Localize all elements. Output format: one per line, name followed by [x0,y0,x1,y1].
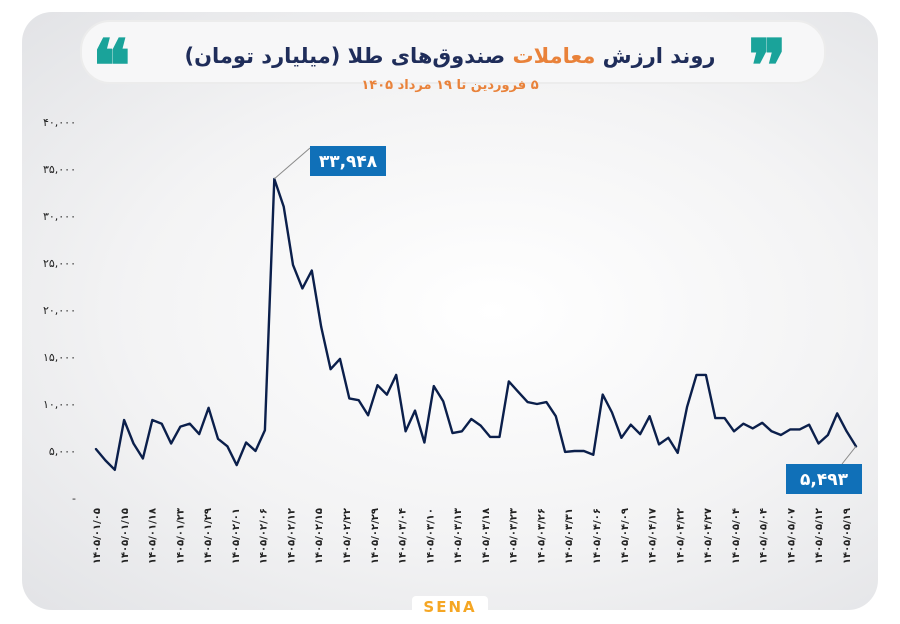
chart-title: روند ارزش معاملات صندوق‌های طلا (میلیارد… [0,44,900,68]
y-tick-label: ۲۰,۰۰۰ [43,304,76,317]
y-tick-label: ۱۵,۰۰۰ [43,351,76,364]
x-tick-label: ۱۴۰۵/۰۵/۱۲ [814,508,825,564]
x-tick-label: ۱۴۰۵/۰۳/۱۰ [425,508,436,564]
x-tick-label: ۱۴۰۵/۰۳/۱۸ [481,508,492,564]
x-tick-label: ۱۴۰۵/۰۳/۲۳ [509,508,520,564]
x-tick-label: ۱۴۰۵/۰۵/۱۹ [842,508,853,564]
y-tick-label: ۵,۰۰۰ [49,445,76,458]
y-tick-label: ۲۵,۰۰۰ [43,257,76,270]
series-line [94,177,858,471]
x-tick-label: ۱۴۰۵/۰۵/۰۴ [759,508,770,564]
x-tick-label: ۱۴۰۵/۰۲/۱۵ [314,508,325,564]
x-tick-label: ۱۴۰۵/۰۴/۰۹ [620,508,631,564]
x-tick-label: ۱۴۰۵/۰۵/۰۴ [731,508,742,564]
x-tick-label: ۱۴۰۵/۰۳/۲۶ [536,508,547,564]
chart-subtitle: ۵ فروردین تا ۱۹ مرداد ۱۴۰۵ [361,78,539,93]
title-banner [80,20,826,84]
y-tick-label: ۳۵,۰۰۰ [43,163,76,176]
title-accent: معاملات [512,44,596,68]
x-tick-label: ۱۴۰۵/۰۴/۲۷ [703,508,714,564]
x-tick-label: ۱۴۰۵/۰۲/۲۲ [342,508,353,564]
x-tick-label: ۱۴۰۵/۰۱/۱۵ [120,508,131,564]
x-tick-label: ۱۴۰۵/۰۲/۲۹ [370,508,381,564]
callout-leader [841,446,857,465]
x-tick-label: ۱۴۰۵/۰۲/۰۶ [259,508,270,564]
callout-box [786,464,862,494]
callout-label: ۵,۴۹۳ [800,470,849,490]
x-tick-label: ۱۴۰۵/۰۱/۲۹ [203,508,214,564]
sena-logo: SENA [412,596,488,618]
x-tick-label: ۱۴۰۵/۰۴/۰۶ [592,508,603,564]
x-tick-label: ۱۴۰۵/۰۲/۰۱ [231,508,242,564]
callout-label: ۳۳,۹۴۸ [319,152,378,172]
y-tick-label: - [72,492,76,505]
x-tick-label: ۱۴۰۵/۰۳/۰۴ [398,508,409,564]
y-tick-label: ۳۰,۰۰۰ [43,210,76,223]
x-tick-label: ۱۴۰۵/۰۴/۲۲ [675,508,686,564]
x-tick-label: ۱۴۰۵/۰۱/۲۳ [175,508,186,564]
close-quote-icon: ❞ [748,23,787,108]
open-quote-icon: ❝ [92,23,131,108]
callout-leader [273,147,311,180]
x-tick-label: ۱۴۰۵/۰۳/۱۳ [453,508,464,564]
x-tick-label: ۱۴۰۵/۰۱/۱۸ [148,508,159,564]
x-tick-label: ۱۴۰۵/۰۵/۰۷ [786,508,797,564]
x-tick-label: ۱۴۰۵/۰۳/۳۱ [564,508,575,564]
title-part1: روند ارزش [595,44,716,68]
title-part2: صندوق‌های طلا (میلیارد تومان) [184,44,513,68]
callout-box [310,146,386,176]
x-tick-label: ۱۴۰۵/۰۱/۰۵ [92,508,103,564]
x-tick-label: ۱۴۰۵/۰۲/۱۲ [286,508,297,564]
chart-card [22,12,878,610]
y-tick-label: ۴۰,۰۰۰ [43,116,76,129]
x-tick-label: ۱۴۰۵/۰۴/۱۷ [648,508,659,564]
y-tick-label: ۱۰,۰۰۰ [43,398,76,411]
